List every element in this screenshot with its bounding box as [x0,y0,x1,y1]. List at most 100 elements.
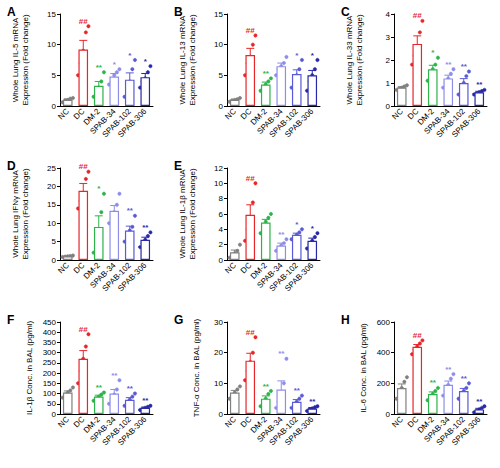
svg-text:SPAB-306: SPAB-306 [283,260,316,293]
svg-text:**: ** [476,80,483,89]
svg-text:200: 200 [377,379,391,388]
svg-text:250: 250 [43,358,57,367]
svg-text:0: 0 [52,410,57,419]
svg-text:2: 2 [386,56,391,65]
svg-text:##: ## [79,17,88,26]
svg-text:6: 6 [219,210,224,219]
svg-text:*: * [128,51,132,60]
svg-text:25: 25 [47,164,56,173]
svg-text:2: 2 [219,240,224,249]
svg-text:SPAB-306: SPAB-306 [283,414,316,447]
svg-text:IL-1β Conc. in BAL (pg/ml): IL-1β Conc. in BAL (pg/ml) [25,321,34,415]
svg-text:**: ** [309,397,316,406]
svg-text:G: G [174,313,183,327]
svg-text:10: 10 [214,40,223,49]
svg-text:SPAB-306: SPAB-306 [450,106,483,139]
svg-text:1: 1 [386,79,391,88]
svg-text:10: 10 [214,379,223,388]
svg-text:**: ** [445,60,452,69]
svg-text:**: ** [127,206,134,215]
svg-text:12: 12 [214,164,223,173]
svg-text:TNF-α Conc. in BAL (pg/ml): TNF-α Conc. in BAL (pg/ml) [192,318,201,417]
svg-text:400: 400 [377,348,391,357]
svg-text:100: 100 [43,389,57,398]
svg-text:**: ** [96,63,103,72]
svg-text:##: ## [413,11,422,20]
svg-text:Whole Lung IL-5 mRNA: Whole Lung IL-5 mRNA [11,17,20,102]
svg-text:Expression (Fold change): Expression (Fold change) [188,14,197,105]
svg-text:0: 0 [219,102,224,111]
svg-text:**: ** [96,383,103,392]
svg-text:NC: NC [56,107,71,122]
svg-text:A: A [7,5,16,19]
svg-text:*: * [431,48,435,57]
svg-text:E: E [174,159,182,173]
svg-text:NC: NC [56,261,71,276]
svg-text:SPAB-306: SPAB-306 [116,260,149,293]
svg-text:**: ** [263,69,270,78]
svg-text:##: ## [246,328,255,337]
svg-text:Expression (Fold change): Expression (Fold change) [21,14,30,105]
svg-text:SPAB-306: SPAB-306 [450,414,483,447]
svg-text:*: * [144,57,148,66]
svg-text:##: ## [413,331,422,340]
svg-text:##: ## [79,325,88,334]
svg-text:50: 50 [47,399,56,408]
svg-text:0: 0 [219,256,224,265]
svg-text:**: ** [142,223,149,232]
svg-text:##: ## [246,174,255,183]
svg-text:NC: NC [223,107,238,122]
svg-text:*: * [295,220,299,229]
svg-text:400: 400 [43,328,57,337]
svg-text:NC: NC [56,415,71,430]
svg-text:4: 4 [386,10,391,19]
svg-text:10: 10 [47,40,56,49]
svg-text:**: ** [127,384,134,393]
svg-text:0: 0 [386,410,391,419]
svg-text:20: 20 [47,182,56,191]
svg-text:0: 0 [219,410,224,419]
svg-text:**: ** [461,62,468,71]
svg-text:*: * [113,60,117,69]
svg-text:SPAB-306: SPAB-306 [283,106,316,139]
svg-text:Expression (Fold change): Expression (Fold change) [188,168,197,259]
svg-text:F: F [7,313,14,327]
svg-text:10: 10 [214,179,223,188]
svg-text:C: C [341,5,350,19]
svg-text:D: D [7,159,16,173]
svg-text:**: ** [445,365,452,374]
svg-text:Expression (Fold change): Expression (Fold change) [355,14,364,105]
svg-text:SPAB-306: SPAB-306 [116,106,149,139]
svg-text:150: 150 [43,379,57,388]
svg-text:H: H [341,313,350,327]
svg-text:5: 5 [52,237,57,246]
svg-text:NC: NC [390,415,405,430]
svg-text:20: 20 [214,348,223,357]
svg-text:**: ** [278,230,285,239]
svg-text:**: ** [430,378,437,387]
svg-text:15: 15 [214,10,223,19]
svg-text:30: 30 [214,318,223,327]
svg-text:B: B [174,5,183,19]
svg-text:4: 4 [219,225,224,234]
svg-text:**: ** [294,386,301,395]
svg-text:Whole Lung IL-33 mRNA: Whole Lung IL-33 mRNA [345,15,354,105]
svg-text:*: * [311,51,315,60]
svg-text:200: 200 [43,369,57,378]
svg-text:350: 350 [43,338,57,347]
svg-text:0: 0 [386,102,391,111]
svg-text:*: * [295,51,299,60]
svg-text:**: ** [111,371,118,380]
svg-text:Whole Lung IFNγ mRNA: Whole Lung IFNγ mRNA [11,170,20,258]
svg-text:##: ## [246,26,255,35]
svg-text:Whole Lung IL-1β mRNA: Whole Lung IL-1β mRNA [178,169,187,259]
svg-text:600: 600 [377,318,391,327]
svg-text:3: 3 [386,33,391,42]
svg-text:NC: NC [223,415,238,430]
svg-text:15: 15 [47,200,56,209]
svg-text:NC: NC [390,107,405,122]
svg-text:SPAB-306: SPAB-306 [116,414,149,447]
svg-text:5: 5 [52,71,57,80]
svg-text:Whole Lung IL-13 mRNA: Whole Lung IL-13 mRNA [178,15,187,105]
svg-text:IL-6 Conc. in BAL (pg/ml): IL-6 Conc. in BAL (pg/ml) [359,323,368,413]
